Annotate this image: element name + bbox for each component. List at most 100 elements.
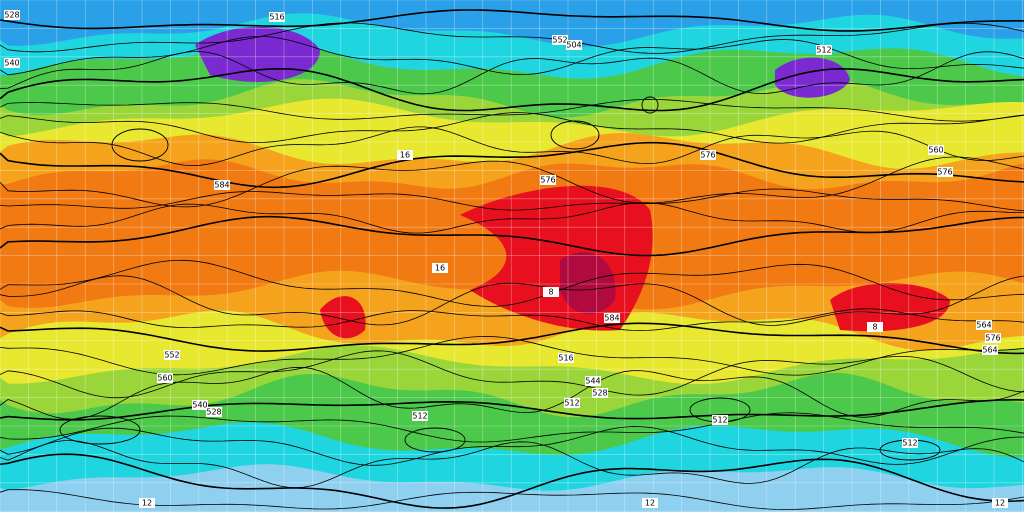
- contour-line: [0, 489, 1024, 510]
- contour-label: 540: [192, 400, 208, 410]
- label-box: [397, 150, 413, 160]
- contour-label: 576: [937, 167, 953, 177]
- contour-value: 8: [872, 323, 877, 332]
- contour-label: 560: [157, 373, 173, 383]
- label-box: [700, 150, 716, 160]
- temp-band: [0, 464, 1024, 512]
- contour-label: 564: [982, 345, 998, 355]
- contour-line: [0, 259, 1024, 307]
- label-box: [985, 333, 1001, 343]
- contour-value: 528: [4, 11, 19, 20]
- contour-value: 16: [435, 264, 445, 273]
- contour-value: 540: [4, 59, 19, 68]
- label-box: [564, 398, 580, 408]
- contour-line: [0, 215, 1024, 257]
- contour-line: [0, 412, 1024, 443]
- contour-value: 576: [985, 334, 1000, 343]
- label-box: [192, 400, 208, 410]
- contour-line: [550, 120, 600, 150]
- contour-line: [0, 126, 1024, 167]
- label-box: [543, 287, 559, 297]
- label-box: [937, 167, 953, 177]
- label-box: [592, 388, 608, 398]
- label-box: [604, 313, 620, 323]
- contour-value: 8: [548, 288, 553, 297]
- label-box: [558, 353, 574, 363]
- temp-blob: [775, 57, 850, 98]
- contour-line: [0, 9, 1024, 32]
- label-box: [157, 373, 173, 383]
- label-box: [867, 322, 883, 332]
- temp-blob: [560, 252, 616, 314]
- contour-label: 528: [206, 407, 222, 417]
- contour-label: 12: [992, 498, 1008, 508]
- contour-value: 540: [192, 401, 207, 410]
- contour-label: 512: [816, 45, 832, 55]
- label-box: [712, 415, 728, 425]
- contour-line: [0, 350, 1024, 399]
- contour-line: [0, 202, 1024, 234]
- contour-label: 544: [585, 376, 601, 386]
- contour-line: [0, 51, 1024, 95]
- contour-value: 528: [592, 389, 607, 398]
- contour-label: 516: [558, 353, 574, 363]
- label-box: [540, 175, 556, 185]
- contour-value: 584: [604, 314, 619, 323]
- label-box: [902, 438, 918, 448]
- contour-value: 560: [928, 146, 943, 155]
- contour-value: 12: [645, 499, 655, 508]
- contour-value: 16: [400, 151, 410, 160]
- contour-value: 584: [214, 181, 229, 190]
- contour-label: 552: [164, 350, 180, 360]
- contour-line: [0, 453, 1024, 509]
- contour-value: 560: [157, 374, 172, 383]
- label-box: [585, 376, 601, 386]
- contour-line: [0, 308, 1024, 332]
- contour-value: 504: [566, 41, 581, 50]
- contour-value: 552: [552, 36, 567, 45]
- label-box: [976, 320, 992, 330]
- label-box: [566, 40, 582, 50]
- contour-labels: 5165285405525765045125765605641658457616…: [4, 10, 1008, 508]
- contour-label: 528: [4, 10, 20, 20]
- label-box: [432, 263, 448, 273]
- contour-line: [0, 36, 1024, 76]
- contour-label: 564: [976, 320, 992, 330]
- label-box: [552, 35, 568, 45]
- temp-blob: [320, 296, 366, 339]
- contour-label: 576: [985, 333, 1001, 343]
- label-box: [412, 411, 428, 421]
- contour-value: 576: [540, 176, 555, 185]
- temp-blob: [195, 26, 320, 82]
- contour-line: [111, 128, 169, 162]
- contour-label: 528: [592, 388, 608, 398]
- contour-value: 544: [585, 377, 600, 386]
- contour-label: 576: [700, 150, 716, 160]
- contour-line: [59, 415, 141, 445]
- contour-value: 576: [937, 168, 952, 177]
- contour-label: 512: [412, 411, 428, 421]
- contour-label: 8: [543, 287, 559, 297]
- contour-value: 552: [164, 351, 179, 360]
- label-box: [214, 180, 230, 190]
- contour-value: 528: [206, 408, 221, 417]
- label-box: [982, 345, 998, 355]
- contour-line: [0, 426, 1024, 466]
- contour-line: [0, 275, 1024, 326]
- contour-label: 16: [432, 263, 448, 273]
- label-box: [139, 498, 155, 508]
- contour-value: 576: [700, 151, 715, 160]
- contour-label: 540: [4, 58, 20, 68]
- label-box: [164, 350, 180, 360]
- contour-value: 512: [816, 46, 831, 55]
- label-box: [206, 407, 222, 417]
- contour-label: 8: [867, 322, 883, 332]
- contour-value: 512: [564, 399, 579, 408]
- contour-line: [0, 67, 1024, 112]
- contour-label: 512: [564, 398, 580, 408]
- contour-label: 12: [139, 498, 155, 508]
- contour-value: 512: [412, 412, 427, 421]
